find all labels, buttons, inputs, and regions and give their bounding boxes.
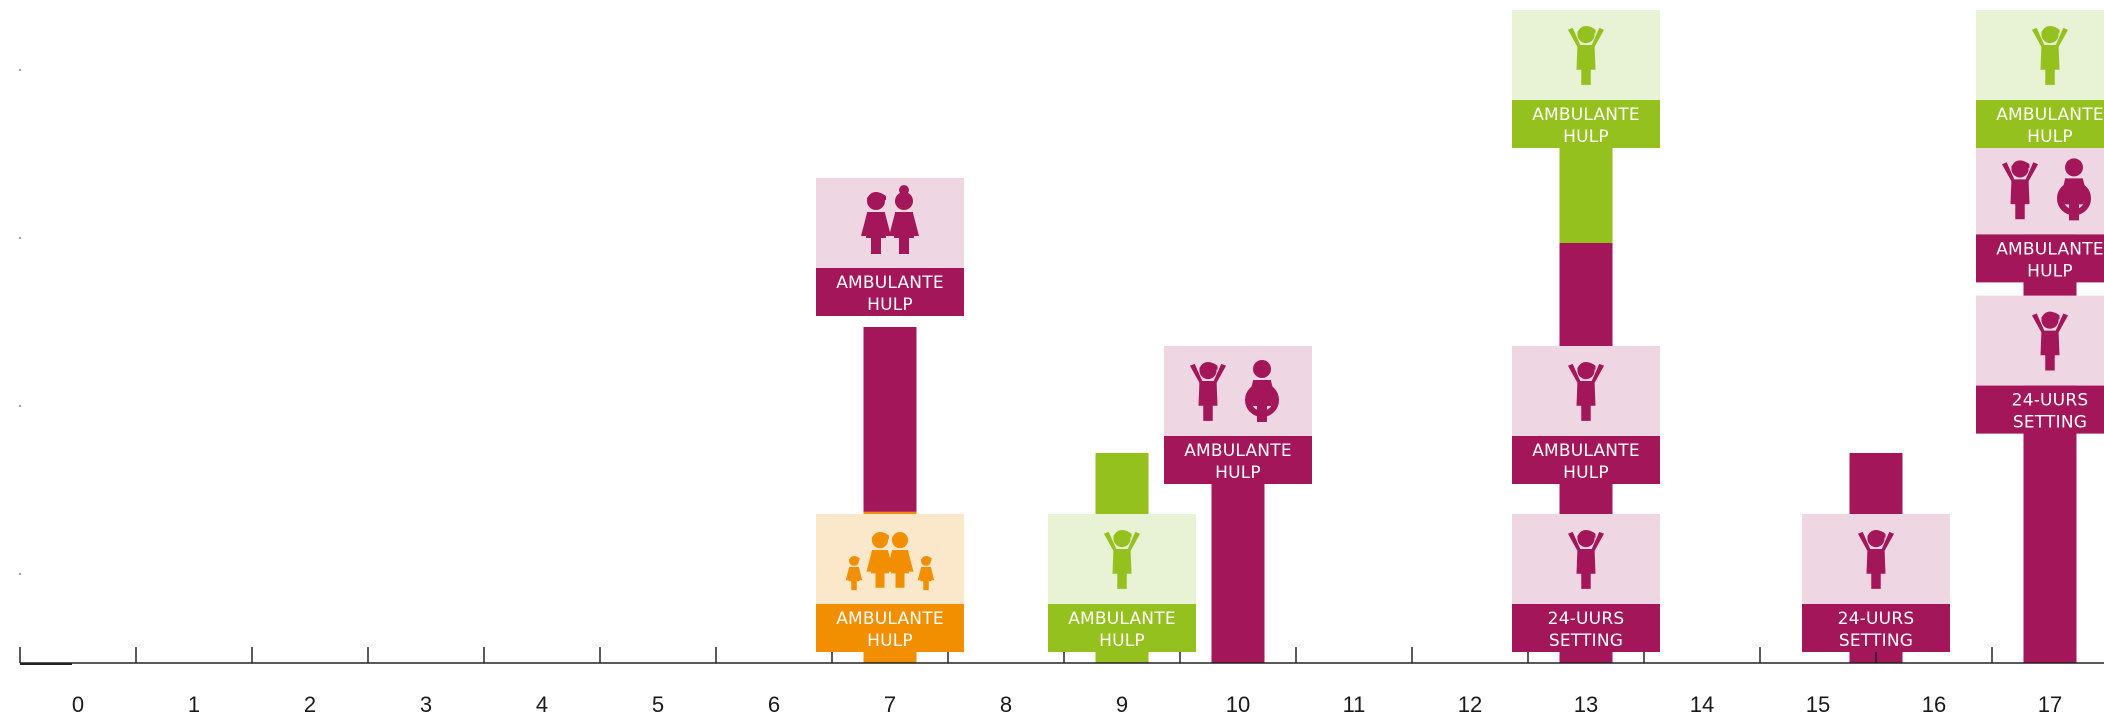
card-icon-panel — [1976, 295, 2104, 386]
x-tick-label: 5 — [652, 692, 664, 717]
x-tick-label: 17 — [2038, 692, 2062, 717]
card-label-line: 24-UURS — [1838, 609, 1915, 629]
x-tick-label: 2 — [304, 692, 316, 717]
x-axis: 0 1 2 3 4 5 6 7 8 9 10 11 12 13 14 15 16 17 — [19, 69, 2104, 717]
child-and-parent-icon — [1189, 360, 1279, 422]
card-label-panel — [1512, 100, 1660, 148]
card-label-panel — [816, 604, 964, 652]
card-icon-panel — [1164, 346, 1312, 436]
x-tick-label: 11 — [1343, 692, 1366, 717]
card-label-panel — [1976, 100, 2104, 148]
child-icon — [2031, 311, 2069, 371]
card-label-line: HULP — [2027, 127, 2073, 147]
card-label-panel — [816, 268, 964, 316]
x-tick-label: 4 — [536, 692, 548, 717]
card-label-panel — [1048, 604, 1196, 652]
card-icon-panel — [1976, 10, 2104, 100]
parents-icon — [861, 185, 919, 254]
card-label-panel — [1976, 234, 2104, 283]
card-label-line: HULP — [1563, 127, 1609, 147]
x-tick-label: 15 — [1806, 692, 1830, 717]
x-tick-label: 9 — [1116, 692, 1128, 717]
x-tick-label: 7 — [884, 692, 896, 717]
card-label-panel — [1512, 604, 1660, 652]
card-label-line: HULP — [1563, 463, 1609, 483]
card-label-panel — [1802, 604, 1950, 652]
card-label-line: HULP — [2027, 261, 2073, 281]
child-icon — [2031, 26, 2069, 85]
child-icon — [1567, 362, 1605, 421]
card-label-line: AMBULANTE — [1996, 105, 2104, 125]
card-label-line: 24-UURS — [2012, 391, 2089, 411]
x-tick-label: 10 — [1226, 692, 1250, 717]
card-label-line: SETTING — [2013, 413, 2087, 433]
card-label-line: SETTING — [1549, 631, 1623, 651]
x-tick-label: 1 — [188, 692, 200, 717]
x-tick-label: 13 — [1574, 692, 1598, 717]
x-tick-label: 0 — [72, 692, 84, 717]
child-and-parent-icon — [2001, 158, 2091, 221]
child-icon — [1567, 530, 1605, 589]
card-label-line: HULP — [867, 295, 913, 315]
x-tick-label: 8 — [1000, 692, 1012, 717]
card-label-line: AMBULANTE — [1532, 105, 1640, 125]
family-icon — [845, 532, 935, 591]
card-label-line: AMBULANTE — [836, 609, 944, 629]
card-label-line: SETTING — [1839, 631, 1913, 651]
x-tick-label: 14 — [1690, 692, 1714, 717]
card-label-line: HULP — [867, 631, 913, 651]
x-tick-label: 12 — [1458, 692, 1482, 717]
child-icon — [1567, 26, 1605, 85]
bar-segment — [863, 327, 917, 512]
x-tick-label: 3 — [420, 692, 432, 717]
card-label-line: AMBULANTE — [1996, 239, 2104, 259]
card-label-line: AMBULANTE — [1068, 609, 1176, 629]
annotation-cards: AMBULANTEHULPAMBULANTEHULPAMBULANTEHULPA… — [816, 10, 2104, 652]
card-label-line: HULP — [1215, 463, 1261, 483]
card-label-line: 24-UURS — [1548, 609, 1625, 629]
card-label-line: AMBULANTE — [836, 273, 944, 293]
card-label-panel — [1164, 436, 1312, 484]
child-icon — [1103, 530, 1141, 589]
x-tick-label: 16 — [1922, 692, 1946, 717]
card-label-line: AMBULANTE — [1184, 441, 1292, 461]
card-label-panel — [1976, 385, 2104, 434]
card-label-line: HULP — [1099, 631, 1145, 651]
child-icon — [1857, 530, 1895, 589]
x-tick-label: 6 — [768, 692, 780, 717]
card-label-line: AMBULANTE — [1532, 441, 1640, 461]
card-icon-panel — [816, 178, 964, 268]
card-label-panel — [1512, 436, 1660, 484]
